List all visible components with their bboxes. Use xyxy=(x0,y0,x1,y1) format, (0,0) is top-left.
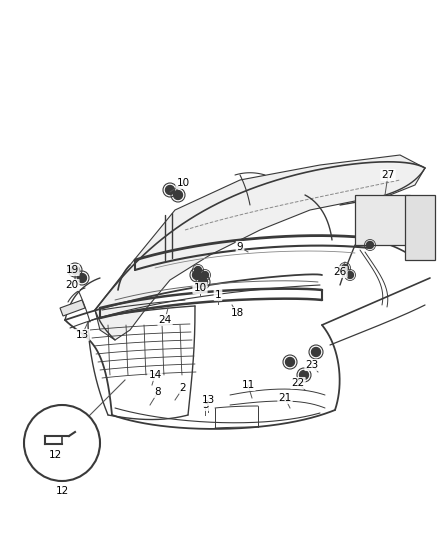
Text: 21: 21 xyxy=(279,393,292,403)
Text: 19: 19 xyxy=(65,265,79,275)
Text: 13: 13 xyxy=(75,330,88,340)
Text: 22: 22 xyxy=(291,378,304,388)
Text: 27: 27 xyxy=(381,170,395,180)
Text: 13: 13 xyxy=(201,395,215,405)
Circle shape xyxy=(78,273,86,282)
Circle shape xyxy=(71,265,80,274)
Text: 11: 11 xyxy=(241,380,254,390)
Circle shape xyxy=(198,278,208,287)
Circle shape xyxy=(311,348,321,357)
Polygon shape xyxy=(355,195,410,245)
Circle shape xyxy=(367,241,374,248)
Polygon shape xyxy=(95,155,425,340)
Text: 14: 14 xyxy=(148,370,162,380)
Circle shape xyxy=(194,266,201,273)
Text: 12: 12 xyxy=(48,450,62,460)
Circle shape xyxy=(342,264,349,271)
Text: 8: 8 xyxy=(155,387,161,397)
Text: 23: 23 xyxy=(305,360,318,370)
Text: 1: 1 xyxy=(215,290,221,300)
Circle shape xyxy=(346,271,353,279)
Polygon shape xyxy=(60,300,85,316)
Circle shape xyxy=(286,358,294,367)
Text: 24: 24 xyxy=(159,315,172,325)
Circle shape xyxy=(201,271,208,279)
Circle shape xyxy=(173,190,183,199)
Text: 12: 12 xyxy=(55,486,69,496)
Text: 26: 26 xyxy=(333,267,346,277)
Text: 9: 9 xyxy=(237,242,244,252)
Text: 10: 10 xyxy=(177,178,190,188)
Circle shape xyxy=(166,185,174,195)
Text: 10: 10 xyxy=(194,283,207,293)
Text: 3: 3 xyxy=(201,400,208,410)
Circle shape xyxy=(300,370,308,379)
Circle shape xyxy=(192,271,201,279)
Polygon shape xyxy=(405,195,435,260)
Text: 20: 20 xyxy=(65,280,78,290)
Text: 18: 18 xyxy=(230,308,244,318)
Text: 2: 2 xyxy=(180,383,186,393)
